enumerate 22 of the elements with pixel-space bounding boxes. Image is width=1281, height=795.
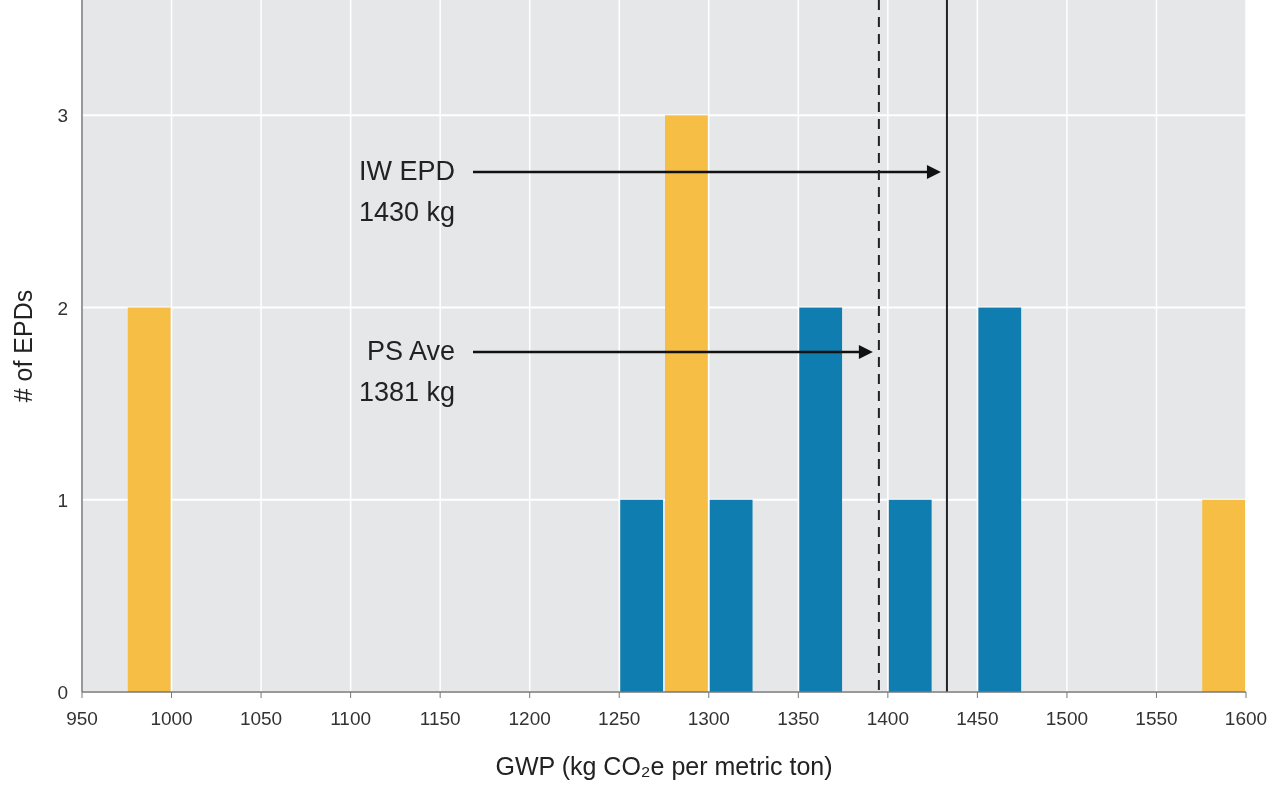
x-tick-label: 1300 bbox=[687, 708, 730, 729]
y-tick-label: 1 bbox=[57, 489, 68, 511]
x-tick-label: 1550 bbox=[1135, 708, 1178, 729]
x-tick-label: 1150 bbox=[419, 708, 461, 729]
x-tick-label: 1050 bbox=[239, 708, 283, 729]
x-tick-label: 1400 bbox=[866, 708, 909, 729]
y-tick-label: 0 bbox=[57, 682, 68, 703]
y-axis-title: # of EPDs bbox=[9, 289, 37, 403]
annotation: IW EPD 1430 kg bbox=[358, 156, 455, 227]
x-tick-label: 1600 bbox=[1224, 708, 1268, 729]
x-tick-label: 1350 bbox=[777, 708, 820, 729]
x-tick-label: 1200 bbox=[508, 708, 551, 729]
x-tick-label: 1000 bbox=[150, 708, 193, 729]
x-tick-label: 1250 bbox=[598, 708, 641, 729]
y-tick-label: 3 bbox=[57, 105, 68, 127]
x-tick-label: 1450 bbox=[956, 708, 999, 729]
y-tick-label: 2 bbox=[57, 297, 68, 319]
x-tick-label: 1500 bbox=[1045, 708, 1089, 729]
x-tick-label: 1100 bbox=[330, 708, 372, 729]
x-tick-label: 950 bbox=[66, 708, 98, 729]
annotation: PS Ave 1381 kg bbox=[358, 336, 455, 407]
x-axis-title: GWP (kg CO₂e per metric ton) bbox=[495, 752, 833, 780]
